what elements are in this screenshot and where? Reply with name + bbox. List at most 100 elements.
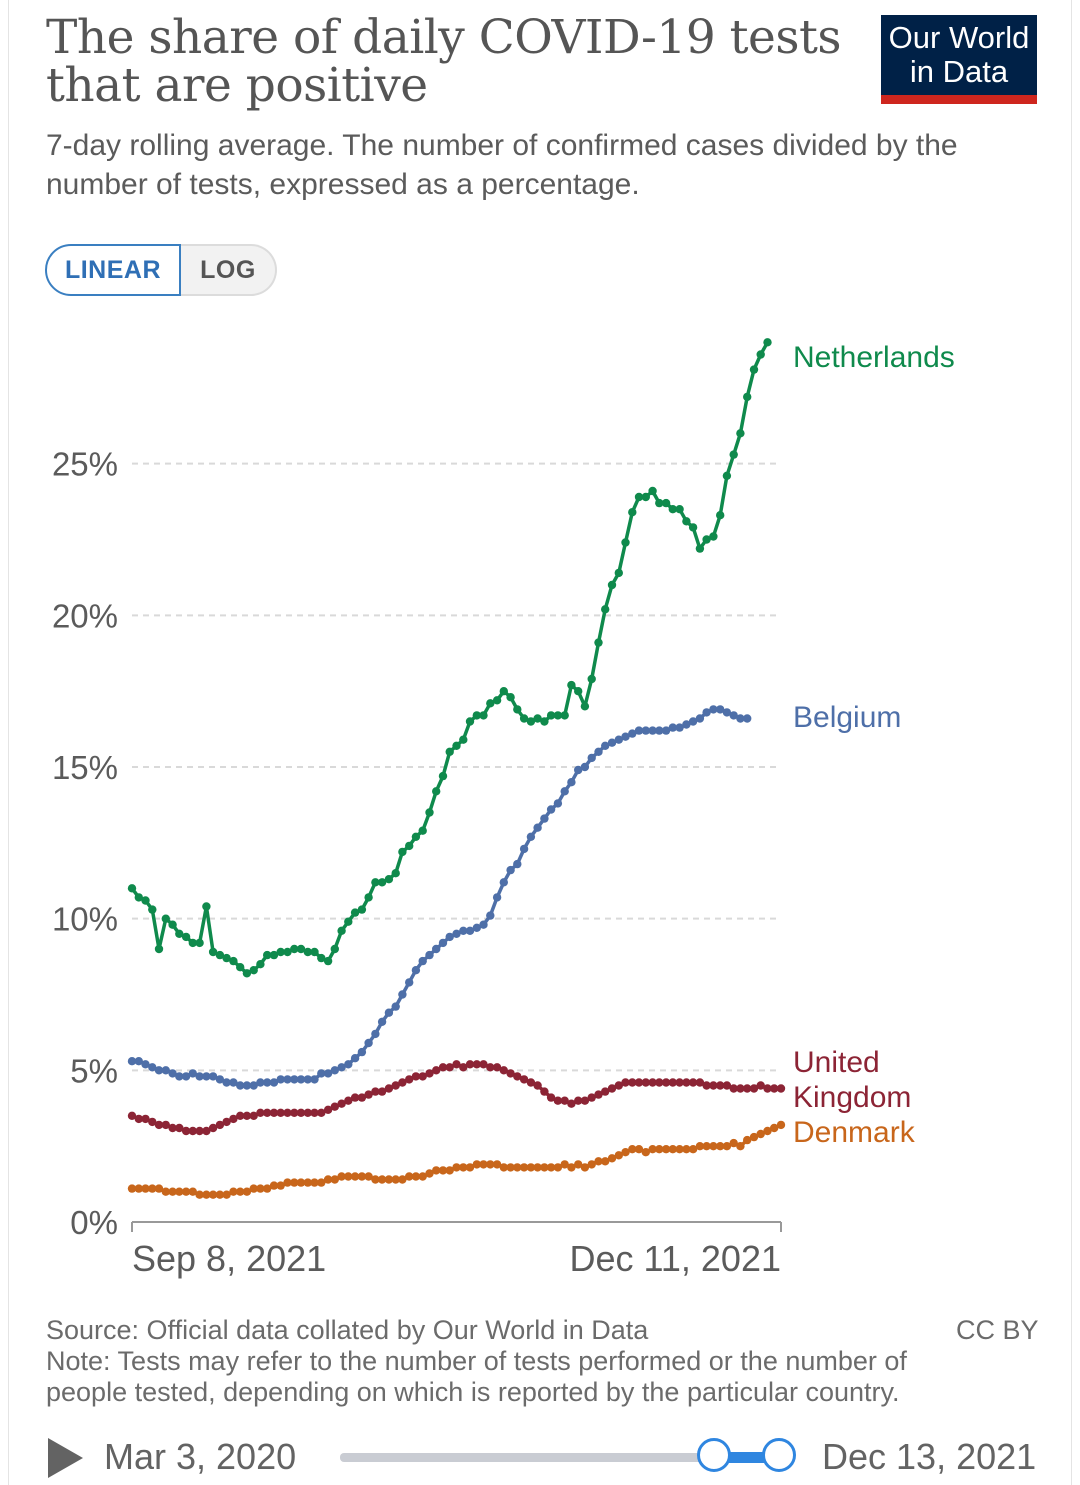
- data-point: [236, 1187, 245, 1196]
- data-point: [560, 1096, 569, 1105]
- data-point: [567, 680, 576, 690]
- data-point: [729, 1084, 738, 1093]
- timeline-start-handle[interactable]: [697, 1438, 731, 1472]
- data-point: [743, 1135, 752, 1145]
- data-point: [161, 914, 170, 923]
- data-point: [513, 1163, 522, 1172]
- data-point: [276, 1108, 285, 1118]
- data-point: [215, 1120, 225, 1130]
- data-point: [154, 1066, 164, 1075]
- data-point: [682, 720, 691, 729]
- data-point: [445, 1166, 454, 1175]
- data-point: [763, 1126, 772, 1136]
- data-point: [377, 1087, 387, 1096]
- data-point: [594, 1157, 603, 1166]
- y-tick-label: 20%: [52, 597, 118, 634]
- data-point: [303, 1075, 312, 1084]
- data-point: [411, 832, 421, 841]
- data-point: [776, 1084, 786, 1093]
- data-point: [634, 726, 644, 735]
- x-tick-label: Dec 11, 2021: [570, 1238, 781, 1279]
- data-point: [418, 956, 427, 966]
- data-point: [310, 1178, 319, 1187]
- data-point: [641, 1148, 650, 1157]
- data-point: [655, 498, 664, 508]
- license-link[interactable]: CC BY: [956, 1315, 1039, 1345]
- data-point: [709, 532, 718, 541]
- x-tick-label: Sep 8, 2021: [132, 1238, 326, 1279]
- data-point: [323, 1105, 333, 1115]
- owid-logo[interactable]: Our World in Data: [881, 15, 1037, 104]
- data-point: [553, 711, 563, 720]
- data-point: [188, 938, 197, 948]
- data-point: [695, 544, 705, 553]
- data-point: [574, 1096, 583, 1105]
- data-point: [154, 1120, 164, 1130]
- data-point: [716, 511, 725, 520]
- timeline-track[interactable]: [340, 1453, 780, 1462]
- data-point: [533, 1163, 542, 1172]
- data-point: [236, 963, 245, 972]
- data-point: [127, 884, 137, 893]
- data-point: [695, 1142, 705, 1151]
- data-point: [628, 1145, 637, 1154]
- data-point: [688, 1078, 698, 1087]
- data-point: [188, 1187, 197, 1196]
- data-point: [256, 1108, 265, 1118]
- data-point: [519, 844, 529, 854]
- series-label: Denmark: [793, 1116, 916, 1149]
- data-point: [648, 726, 657, 735]
- data-point: [263, 950, 272, 960]
- data-point: [472, 923, 481, 932]
- data-point: [486, 1063, 495, 1072]
- y-tick-label: 5%: [70, 1052, 118, 1089]
- data-point: [418, 1072, 427, 1081]
- scale-toggle: LINEAR LOG: [45, 244, 277, 296]
- data-point: [371, 878, 380, 887]
- data-point: [668, 505, 677, 514]
- data-point: [661, 1078, 671, 1087]
- data-point: [709, 1081, 718, 1090]
- data-point: [567, 778, 576, 787]
- series-line: [130, 341, 770, 976]
- data-point: [492, 1063, 502, 1072]
- data-point: [202, 1190, 211, 1199]
- data-point: [452, 1060, 461, 1069]
- linear-scale-button[interactable]: LINEAR: [45, 244, 181, 296]
- timeline-end-handle[interactable]: [762, 1438, 796, 1472]
- data-point: [661, 498, 671, 508]
- data-point: [263, 1078, 272, 1087]
- play-icon[interactable]: [48, 1438, 83, 1478]
- data-point: [492, 893, 502, 902]
- data-point: [594, 747, 603, 756]
- data-point: [310, 1075, 319, 1084]
- data-point: [648, 486, 657, 496]
- data-point: [296, 1108, 306, 1118]
- data-point: [276, 947, 285, 957]
- data-point: [330, 1102, 339, 1111]
- data-point: [438, 1166, 448, 1175]
- log-scale-button[interactable]: LOG: [181, 244, 277, 296]
- timeline-selected-range: [715, 1452, 779, 1463]
- data-point: [479, 1060, 488, 1069]
- data-point: [256, 960, 265, 969]
- y-tick-label: 0%: [70, 1204, 118, 1241]
- data-point: [607, 1154, 617, 1163]
- data-point: [560, 711, 569, 720]
- data-point: [506, 1069, 515, 1078]
- data-point: [756, 1129, 765, 1139]
- data-point: [344, 917, 353, 926]
- data-point: [290, 1075, 299, 1084]
- data-point: [188, 1126, 197, 1136]
- data-point: [134, 893, 143, 902]
- data-point: [161, 1120, 170, 1130]
- chart-title: The share of daily COVID-19 tests that a…: [46, 10, 841, 113]
- data-point: [134, 1057, 143, 1066]
- data-point: [729, 1138, 738, 1148]
- data-point: [607, 1084, 617, 1093]
- data-point: [756, 350, 765, 359]
- data-point: [743, 392, 752, 402]
- data-point: [181, 1187, 191, 1196]
- data-point: [499, 1163, 508, 1172]
- data-point: [695, 1078, 705, 1087]
